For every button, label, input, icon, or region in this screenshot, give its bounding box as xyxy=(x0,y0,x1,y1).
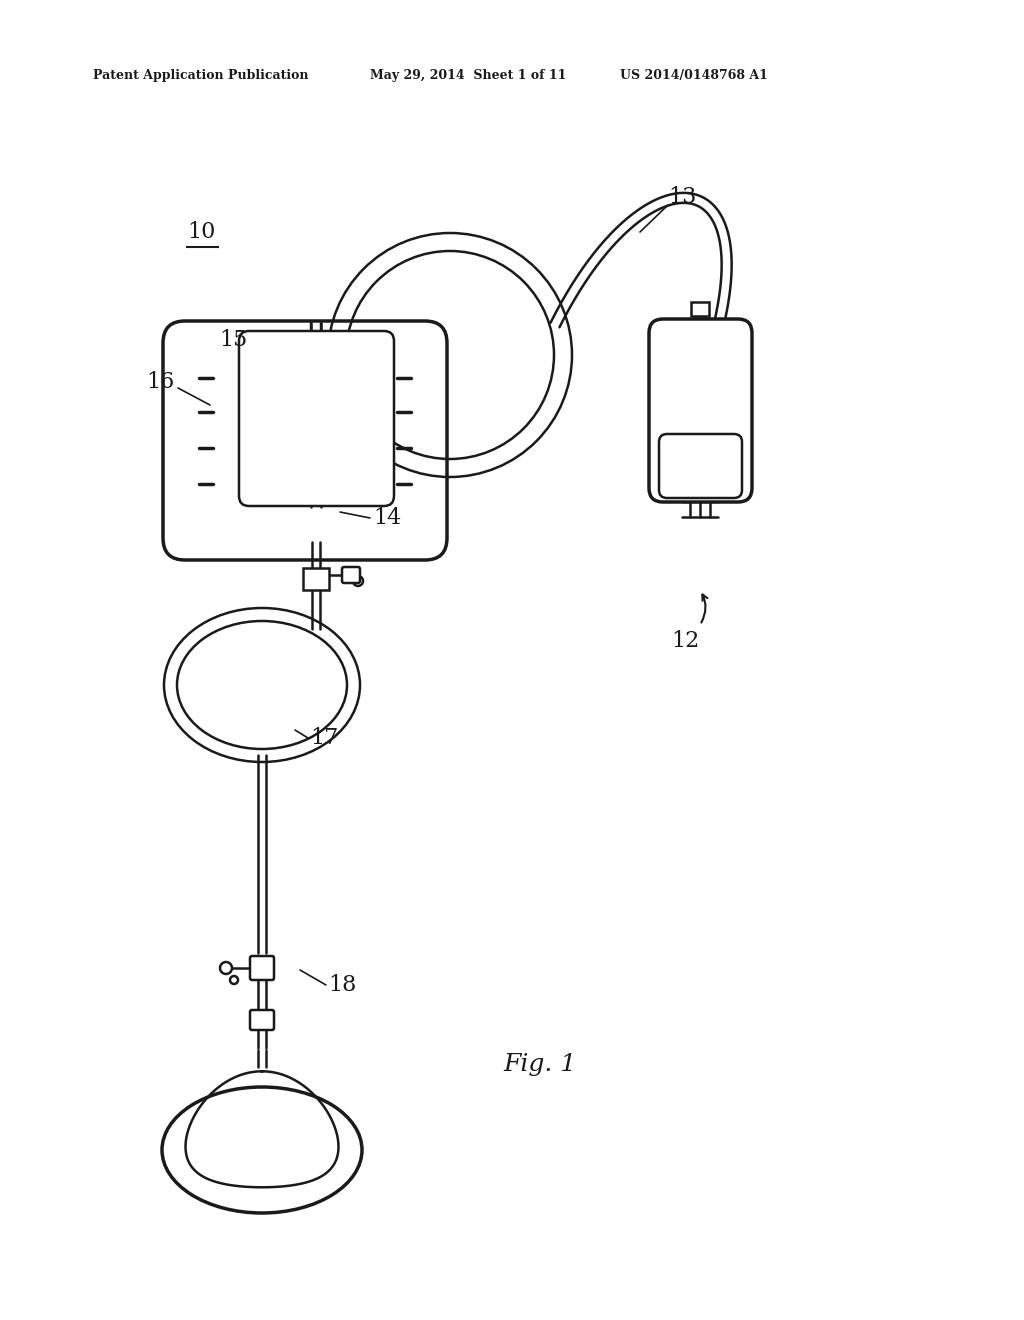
FancyBboxPatch shape xyxy=(250,1010,274,1030)
Text: 18: 18 xyxy=(328,974,356,997)
Text: 15: 15 xyxy=(220,329,248,351)
FancyBboxPatch shape xyxy=(342,568,360,583)
Text: 17: 17 xyxy=(310,727,338,748)
FancyBboxPatch shape xyxy=(691,302,709,315)
FancyBboxPatch shape xyxy=(239,331,394,506)
FancyBboxPatch shape xyxy=(250,956,274,979)
FancyBboxPatch shape xyxy=(303,568,329,590)
Text: 16: 16 xyxy=(146,371,175,393)
Text: Patent Application Publication: Patent Application Publication xyxy=(93,69,308,82)
Text: US 2014/0148768 A1: US 2014/0148768 A1 xyxy=(620,69,768,82)
FancyBboxPatch shape xyxy=(163,321,447,560)
FancyBboxPatch shape xyxy=(659,434,742,498)
Text: Fig. 1: Fig. 1 xyxy=(504,1053,577,1077)
Text: 12: 12 xyxy=(671,630,699,652)
Text: 10: 10 xyxy=(187,220,215,243)
Text: May 29, 2014  Sheet 1 of 11: May 29, 2014 Sheet 1 of 11 xyxy=(370,69,566,82)
Text: 13: 13 xyxy=(668,186,696,209)
Text: 14: 14 xyxy=(373,507,401,529)
FancyBboxPatch shape xyxy=(649,319,752,502)
